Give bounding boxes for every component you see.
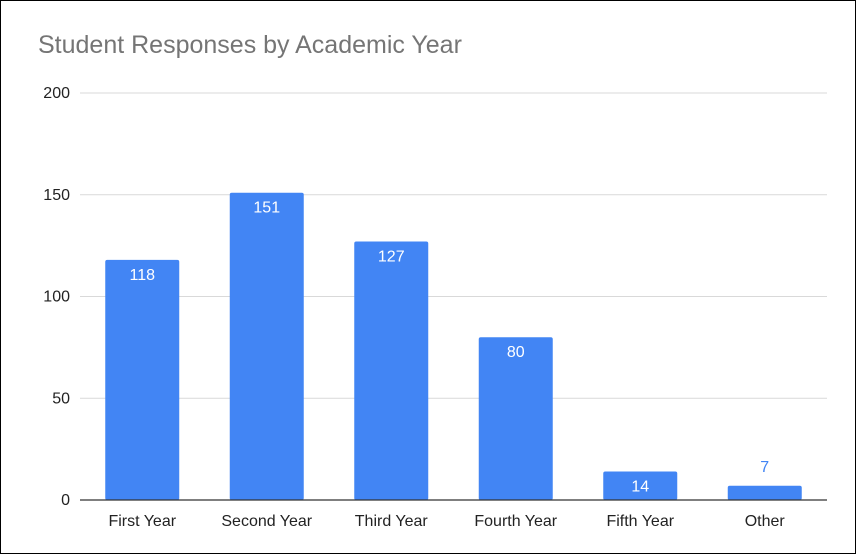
x-tick-label: Fifth Year <box>606 513 674 530</box>
data-label: 118 <box>129 267 155 284</box>
bars <box>105 192 802 500</box>
y-tick-label: 50 <box>52 390 70 407</box>
y-tick-label: 100 <box>43 289 70 306</box>
y-tick-label: 150 <box>43 187 70 204</box>
data-label: 127 <box>378 249 405 266</box>
bar <box>229 192 304 500</box>
x-tick-label: Second Year <box>221 513 312 530</box>
bar <box>727 485 802 500</box>
x-tick-label: Third Year <box>355 513 429 530</box>
x-tick-label: Fourth Year <box>474 513 557 530</box>
bar <box>603 471 678 500</box>
data-label: 151 <box>253 200 280 217</box>
data-labels: 118 151 127 80 14 7 <box>129 200 769 496</box>
data-label: 14 <box>631 479 649 496</box>
y-tick-label: 0 <box>61 492 70 509</box>
x-tick-label: First Year <box>108 513 176 530</box>
x-tick-label: Other <box>745 513 786 530</box>
chart-title: Student Responses by Academic Year <box>38 31 462 59</box>
data-label: 7 <box>760 459 769 476</box>
bar <box>478 337 553 500</box>
y-axis-tick-labels: 0 50 100 150 200 <box>43 85 70 509</box>
data-label: 80 <box>507 344 525 361</box>
bar <box>105 259 180 500</box>
x-axis-tick-labels: First Year Second Year Third Year Fourth Ye… <box>108 513 785 530</box>
bar <box>354 241 429 500</box>
gridlines <box>80 92 827 399</box>
y-tick-label: 200 <box>43 85 70 102</box>
